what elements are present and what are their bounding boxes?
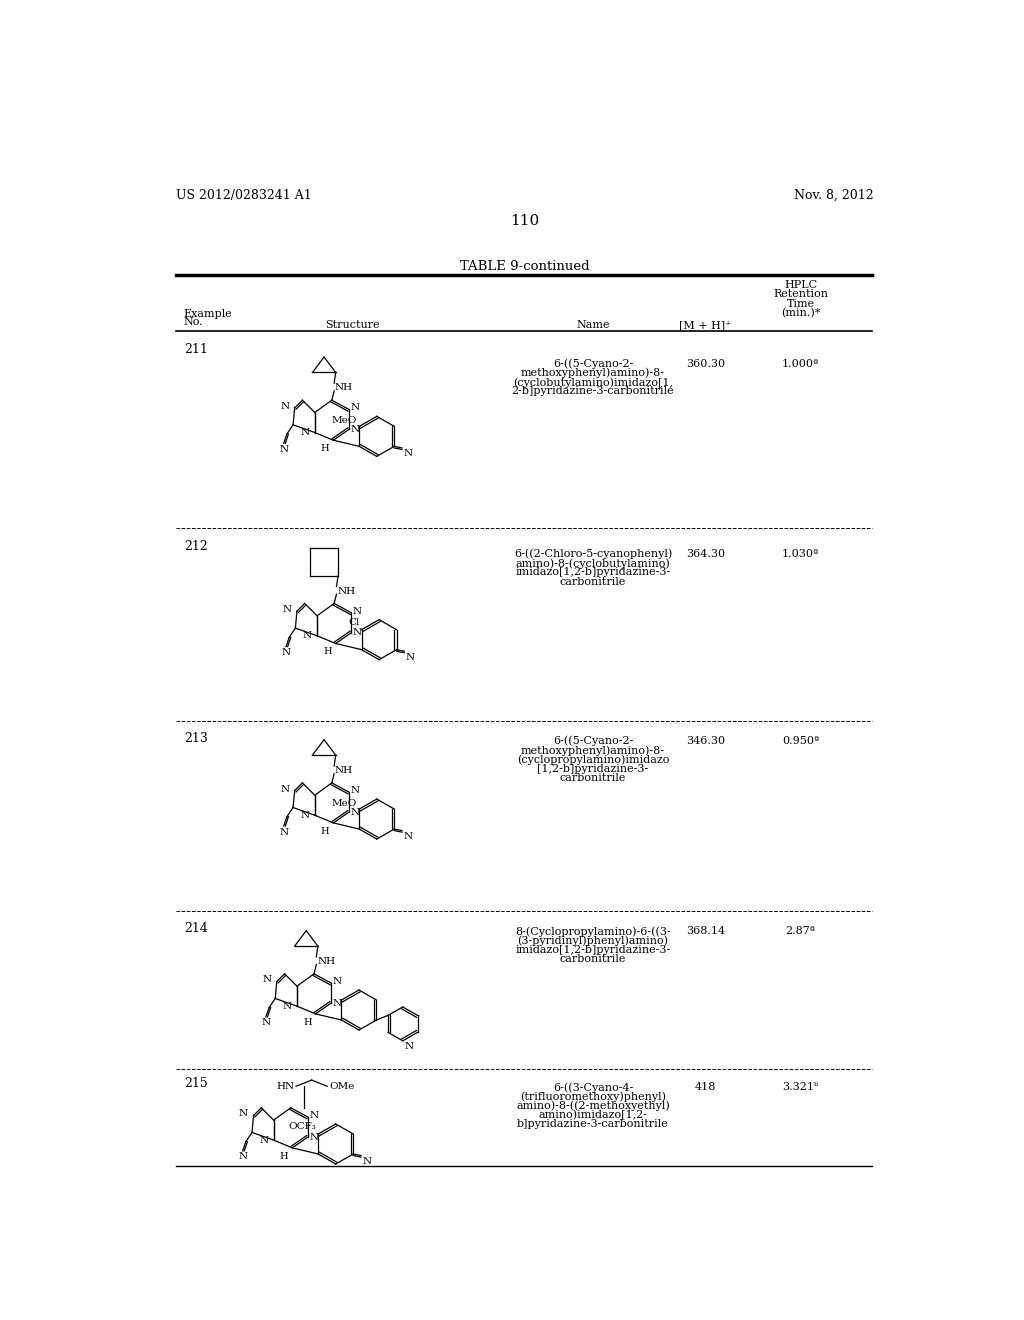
- Text: 1.030ª: 1.030ª: [782, 549, 819, 558]
- Text: 364.30: 364.30: [686, 549, 725, 558]
- Text: NH: NH: [335, 766, 353, 775]
- Text: 346.30: 346.30: [686, 737, 725, 746]
- Text: 368.14: 368.14: [686, 927, 725, 936]
- Text: US 2012/0283241 A1: US 2012/0283241 A1: [176, 189, 311, 202]
- Text: N: N: [350, 425, 359, 434]
- Text: N: N: [302, 631, 311, 640]
- Text: N: N: [403, 449, 413, 458]
- Text: amino)imidazo[1,2-: amino)imidazo[1,2-: [539, 1110, 647, 1121]
- Text: H: H: [280, 1151, 289, 1160]
- Text: (cyclopropylamino)imidazo: (cyclopropylamino)imidazo: [517, 755, 670, 766]
- Text: N: N: [281, 784, 289, 793]
- Text: OCF₃: OCF₃: [288, 1122, 316, 1131]
- Text: N: N: [352, 607, 361, 615]
- Text: N: N: [309, 1111, 318, 1119]
- Text: N: N: [309, 1133, 318, 1142]
- Text: 6-((5-Cyano-2-: 6-((5-Cyano-2-: [553, 737, 633, 747]
- Text: NH: NH: [337, 586, 355, 595]
- Text: N: N: [280, 445, 289, 454]
- Text: 211: 211: [183, 343, 208, 356]
- Text: 0.950ª: 0.950ª: [782, 737, 819, 746]
- Text: 1.000ª: 1.000ª: [782, 359, 819, 368]
- Text: 6-((2-Chloro-5-cyanophenyl): 6-((2-Chloro-5-cyanophenyl): [514, 549, 672, 560]
- Text: N: N: [333, 999, 342, 1007]
- Text: N: N: [333, 977, 342, 986]
- Text: N: N: [262, 975, 271, 985]
- Text: 214: 214: [183, 923, 208, 936]
- Text: amino)-8-(cyclobutylamino): amino)-8-(cyclobutylamino): [516, 558, 671, 569]
- Text: NH: NH: [317, 957, 335, 966]
- Text: 212: 212: [183, 540, 208, 553]
- Text: No.: No.: [183, 317, 204, 327]
- Text: Cl: Cl: [348, 618, 359, 627]
- Text: 215: 215: [183, 1077, 208, 1090]
- Text: N: N: [404, 1043, 414, 1051]
- Text: N: N: [281, 401, 289, 411]
- Text: (cyclobutylamino)imidazo[1,: (cyclobutylamino)imidazo[1,: [513, 378, 673, 388]
- Text: [M + H]⁺: [M + H]⁺: [679, 321, 731, 330]
- Text: 2.87ª: 2.87ª: [785, 927, 816, 936]
- Text: 110: 110: [510, 214, 540, 228]
- Text: N: N: [261, 1019, 270, 1027]
- Text: N: N: [239, 1110, 248, 1118]
- Text: N: N: [406, 653, 415, 661]
- Text: N: N: [239, 1152, 247, 1162]
- Text: Structure: Structure: [326, 321, 380, 330]
- Text: MeO: MeO: [332, 416, 357, 425]
- Text: 6-((5-Cyano-2-: 6-((5-Cyano-2-: [553, 359, 633, 370]
- Text: N: N: [403, 832, 413, 841]
- Text: NH: NH: [335, 383, 353, 392]
- Text: N: N: [350, 808, 359, 817]
- Text: [1,2-b]pyridazine-3-: [1,2-b]pyridazine-3-: [538, 763, 648, 774]
- Text: amino)-8-((2-methoxyethyl): amino)-8-((2-methoxyethyl): [516, 1101, 670, 1111]
- Text: HPLC: HPLC: [784, 280, 817, 290]
- Text: b]pyridazine-3-carbonitrile: b]pyridazine-3-carbonitrile: [517, 1119, 669, 1130]
- Text: Nov. 8, 2012: Nov. 8, 2012: [794, 189, 873, 202]
- Text: 8-(Cyclopropylamino)-6-((3-: 8-(Cyclopropylamino)-6-((3-: [515, 927, 671, 937]
- Text: Time: Time: [786, 298, 815, 309]
- Text: H: H: [303, 1018, 311, 1027]
- Text: Name: Name: [577, 321, 609, 330]
- Text: N: N: [282, 648, 291, 657]
- Text: imidazo[1,2-b]pyridazine-3-: imidazo[1,2-b]pyridazine-3-: [515, 568, 671, 577]
- Text: H: H: [321, 826, 330, 836]
- Text: 418: 418: [694, 1082, 716, 1093]
- Text: Example: Example: [183, 309, 232, 318]
- Text: 2-b]pyridazine-3-carbonitrile: 2-b]pyridazine-3-carbonitrile: [512, 387, 675, 396]
- Text: N: N: [350, 787, 359, 795]
- Text: imidazo[1,2-b]pyridazine-3-: imidazo[1,2-b]pyridazine-3-: [515, 945, 671, 954]
- Text: 360.30: 360.30: [686, 359, 725, 368]
- Text: TABLE 9-continued: TABLE 9-continued: [460, 260, 590, 273]
- Text: H: H: [321, 444, 330, 453]
- Text: 213: 213: [183, 733, 208, 744]
- Text: Retention: Retention: [773, 289, 828, 300]
- Text: N: N: [300, 810, 309, 820]
- Text: N: N: [352, 628, 361, 638]
- Text: (min.)*: (min.)*: [781, 308, 820, 318]
- Text: N: N: [350, 404, 359, 412]
- Text: methoxyphenyl)amino)-8-: methoxyphenyl)amino)-8-: [521, 744, 665, 756]
- Text: N: N: [283, 605, 292, 614]
- Text: N: N: [362, 1158, 372, 1166]
- Text: methoxyphenyl)amino)-8-: methoxyphenyl)amino)-8-: [521, 368, 665, 379]
- Text: 6-((3-Cyano-4-: 6-((3-Cyano-4-: [553, 1082, 633, 1093]
- Text: N: N: [259, 1135, 268, 1144]
- Text: carbonitrile: carbonitrile: [560, 577, 627, 586]
- Text: N: N: [280, 828, 289, 837]
- Text: (trifluoromethoxy)phenyl): (trifluoromethoxy)phenyl): [520, 1092, 666, 1102]
- Text: H: H: [324, 647, 332, 656]
- Text: N: N: [300, 428, 309, 437]
- Text: OMe: OMe: [330, 1082, 355, 1090]
- Text: MeO: MeO: [332, 799, 357, 808]
- Text: HN: HN: [276, 1082, 295, 1090]
- Text: 3.321ᵇ: 3.321ᵇ: [782, 1082, 819, 1093]
- Text: carbonitrile: carbonitrile: [560, 954, 627, 964]
- Text: N: N: [283, 1002, 292, 1011]
- Text: (3-pyridinyl)phenyl)amino): (3-pyridinyl)phenyl)amino): [517, 936, 669, 946]
- Text: carbonitrile: carbonitrile: [560, 774, 627, 783]
